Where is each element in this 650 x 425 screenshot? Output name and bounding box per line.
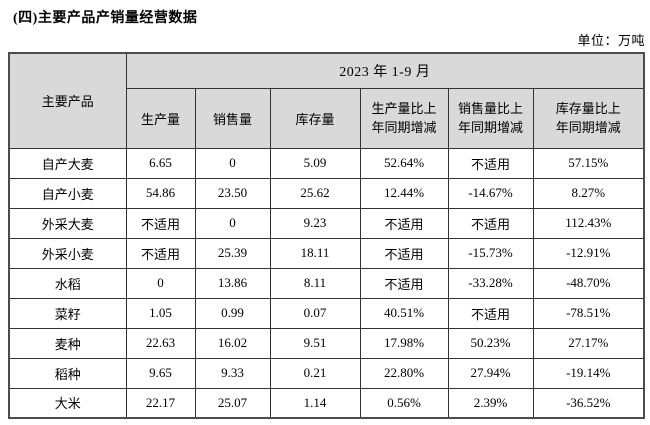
- value-cell: 0: [125, 267, 196, 299]
- table-row: 麦种 22.63 16.02 9.51 17.98% 50.23% 27.17%: [8, 327, 645, 359]
- product-name-cell: 菜籽: [8, 297, 127, 329]
- header-period-cell: 2023 年 1-9 月: [125, 52, 645, 89]
- value-cell: 9.51: [269, 327, 361, 359]
- value-cell: 0.21: [269, 357, 361, 389]
- value-cell: 0: [194, 207, 271, 239]
- value-cell: 0.99: [194, 297, 271, 329]
- header-product-cell: 主要产品: [8, 52, 127, 149]
- header-row-period: 主要产品 2023 年 1-9 月: [8, 52, 645, 149]
- unit-label: 单位：万吨: [577, 33, 645, 48]
- value-cell: 16.02: [194, 327, 271, 359]
- header-col-sales-yoy: 销售量比上年同期增减: [447, 87, 534, 149]
- value-cell: 22.63: [125, 327, 196, 359]
- value-cell: 22.17: [125, 387, 196, 419]
- product-name-cell: 外采小麦: [8, 237, 127, 269]
- value-cell: 50.23%: [447, 327, 534, 359]
- value-cell: 25.39: [194, 237, 271, 269]
- value-cell: 5.09: [269, 147, 361, 179]
- value-cell: 2.39%: [447, 387, 534, 419]
- value-cell: -14.67%: [447, 177, 534, 209]
- value-cell: 9.23: [269, 207, 361, 239]
- table-row: 水稻 0 13.86 8.11 不适用 -33.28% -48.70%: [8, 267, 645, 299]
- value-cell: 52.64%: [359, 147, 449, 179]
- value-cell: 27.17%: [532, 327, 645, 359]
- value-cell: 40.51%: [359, 297, 449, 329]
- value-cell: 12.44%: [359, 177, 449, 209]
- value-cell: 1.05: [125, 297, 196, 329]
- value-cell: 不适用: [125, 237, 196, 269]
- product-name-cell: 水稻: [8, 267, 127, 299]
- table-row: 外采大麦 不适用 0 9.23 不适用 不适用 112.43%: [8, 207, 645, 239]
- value-cell: 8.11: [269, 267, 361, 299]
- value-cell: 6.65: [125, 147, 196, 179]
- header-col-inventory-yoy: 库存量比上年同期增减: [532, 87, 645, 149]
- table-row: 自产小麦 54.86 23.50 25.62 12.44% -14.67% 8.…: [8, 177, 645, 209]
- value-cell: 57.15%: [532, 147, 645, 179]
- table-row: 菜籽 1.05 0.99 0.07 40.51% 不适用 -78.51%: [8, 297, 645, 329]
- value-cell: 0: [194, 147, 271, 179]
- value-cell: -36.52%: [532, 387, 645, 419]
- table-row: 外采小麦 不适用 25.39 18.11 不适用 -15.73% -12.91%: [8, 237, 645, 269]
- page-title: (四)主要产品产销量经营数据: [13, 11, 198, 26]
- value-cell: 0.07: [269, 297, 361, 329]
- value-cell: 1.14: [269, 387, 361, 419]
- value-cell: 54.86: [125, 177, 196, 209]
- product-name-cell: 自产小麦: [8, 177, 127, 209]
- header-col-inventory: 库存量: [269, 87, 361, 149]
- value-cell: 9.65: [125, 357, 196, 389]
- table-row: 自产大麦 6.65 0 5.09 52.64% 不适用 57.15%: [8, 147, 645, 179]
- value-cell: -12.91%: [532, 237, 645, 269]
- header-col-inventory-yoy-label: 库存量比上年同期增减: [555, 100, 621, 136]
- value-cell: 25.07: [194, 387, 271, 419]
- value-cell: 27.94%: [447, 357, 534, 389]
- value-cell: 不适用: [447, 147, 534, 179]
- table-row: 大米 22.17 25.07 1.14 0.56% 2.39% -36.52%: [8, 387, 645, 419]
- header-col-sales: 销售量: [194, 87, 271, 149]
- header-row-columns: 生产量 销售量 库存量 生产量比上年同期增减 销售量比上年同期增减 库存量比上年…: [9, 87, 645, 149]
- value-cell: 不适用: [359, 267, 449, 299]
- value-cell: 不适用: [447, 207, 534, 239]
- value-cell: -15.73%: [447, 237, 534, 269]
- value-cell: 9.33: [194, 357, 271, 389]
- value-cell: -33.28%: [447, 267, 534, 299]
- header-col-production-yoy: 生产量比上年同期增减: [359, 87, 449, 149]
- value-cell: 18.11: [269, 237, 361, 269]
- value-cell: -78.51%: [532, 297, 645, 329]
- value-cell: -48.70%: [532, 267, 645, 299]
- header-col-production-yoy-label: 生产量比上年同期增减: [371, 100, 437, 136]
- value-cell: 不适用: [125, 207, 196, 239]
- value-cell: 112.43%: [532, 207, 645, 239]
- table-row: 稻种 9.65 9.33 0.21 22.80% 27.94% -19.14%: [8, 357, 645, 389]
- product-name-cell: 麦种: [8, 327, 127, 359]
- product-name-cell: 稻种: [8, 357, 127, 389]
- header-col-sales-yoy-label: 销售量比上年同期增减: [458, 100, 524, 136]
- value-cell: 8.27%: [532, 177, 645, 209]
- value-cell: 13.86: [194, 267, 271, 299]
- value-cell: 23.50: [194, 177, 271, 209]
- value-cell: 17.98%: [359, 327, 449, 359]
- value-cell: 0.56%: [359, 387, 449, 419]
- value-cell: 22.80%: [359, 357, 449, 389]
- value-cell: 25.62: [269, 177, 361, 209]
- products-table: 主要产品 2023 年 1-9 月 生产量 销售量 库存量 生产量比上年同期增减…: [8, 52, 646, 419]
- product-name-cell: 外采大麦: [8, 207, 127, 239]
- product-name-cell: 自产大麦: [8, 147, 127, 179]
- header-col-production: 生产量: [125, 87, 196, 149]
- value-cell: -19.14%: [532, 357, 645, 389]
- value-cell: 不适用: [359, 207, 449, 239]
- product-name-cell: 大米: [8, 387, 127, 419]
- value-cell: 不适用: [447, 297, 534, 329]
- value-cell: 不适用: [359, 237, 449, 269]
